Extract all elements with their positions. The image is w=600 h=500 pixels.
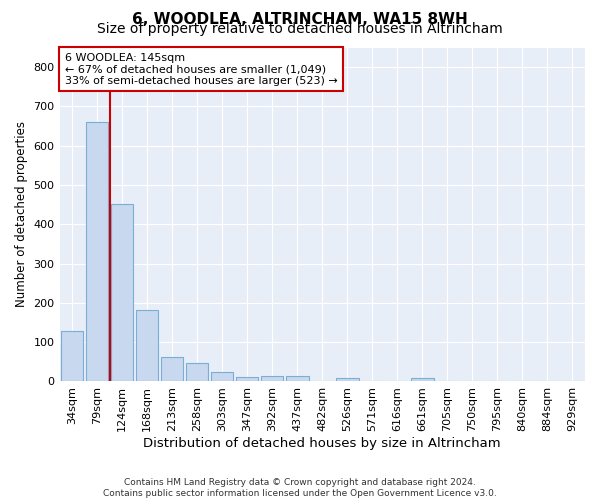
Text: Contains HM Land Registry data © Crown copyright and database right 2024.
Contai: Contains HM Land Registry data © Crown c…: [103, 478, 497, 498]
Bar: [161, 356, 184, 382]
Text: 6 WOODLEA: 145sqm
← 67% of detached houses are smaller (1,049)
33% of semi-detac: 6 WOODLEA: 145sqm ← 67% of detached hous…: [65, 52, 338, 86]
Text: Size of property relative to detached houses in Altrincham: Size of property relative to detached ho…: [97, 22, 503, 36]
Bar: [136, 310, 158, 382]
Bar: [236, 376, 259, 382]
Bar: [86, 122, 109, 382]
Bar: [261, 376, 283, 382]
Bar: [186, 362, 208, 382]
Bar: [286, 376, 308, 382]
X-axis label: Distribution of detached houses by size in Altrincham: Distribution of detached houses by size …: [143, 437, 501, 450]
Bar: [111, 204, 133, 382]
Y-axis label: Number of detached properties: Number of detached properties: [15, 122, 28, 308]
Bar: [61, 331, 83, 382]
Bar: [211, 372, 233, 382]
Bar: [411, 378, 434, 382]
Text: 6, WOODLEA, ALTRINCHAM, WA15 8WH: 6, WOODLEA, ALTRINCHAM, WA15 8WH: [132, 12, 468, 28]
Bar: [336, 378, 359, 382]
